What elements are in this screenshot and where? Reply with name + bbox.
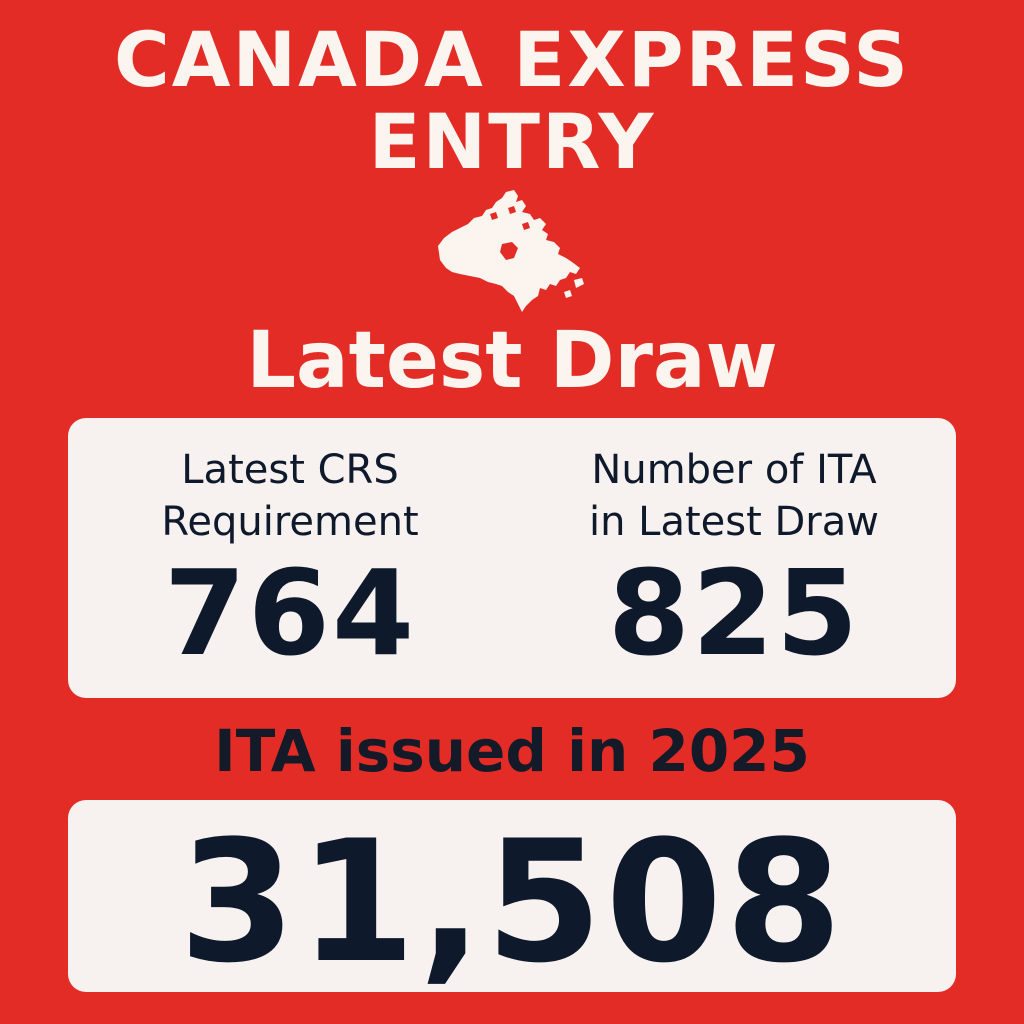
ita-label-line-2: in Latest Draw bbox=[589, 499, 879, 545]
ita-label: Number of ITA in Latest Draw bbox=[512, 444, 956, 548]
ita-stat: Number of ITA in Latest Draw 825 bbox=[512, 418, 956, 698]
subtitle: Latest Draw bbox=[246, 316, 778, 406]
crs-label: Latest CRS Requirement bbox=[68, 444, 512, 548]
stats-card: Latest CRS Requirement 764 Number of ITA… bbox=[68, 418, 956, 698]
yearly-card: 31,508 bbox=[68, 800, 956, 992]
crs-label-line-2: Requirement bbox=[161, 499, 419, 545]
yearly-value: 31,508 bbox=[178, 804, 846, 1000]
crs-label-line-1: Latest CRS bbox=[181, 447, 399, 493]
title-line-2: ENTRY bbox=[368, 97, 656, 186]
ita-label-line-1: Number of ITA bbox=[591, 447, 877, 493]
yearly-label: ITA issued in 2025 bbox=[214, 717, 810, 785]
title-line-1: CANADA EXPRESS bbox=[113, 15, 911, 104]
ita-value: 825 bbox=[607, 544, 861, 682]
crs-stat: Latest CRS Requirement 764 bbox=[68, 418, 512, 698]
crs-value: 764 bbox=[163, 544, 417, 682]
canada-map-icon bbox=[430, 188, 590, 318]
